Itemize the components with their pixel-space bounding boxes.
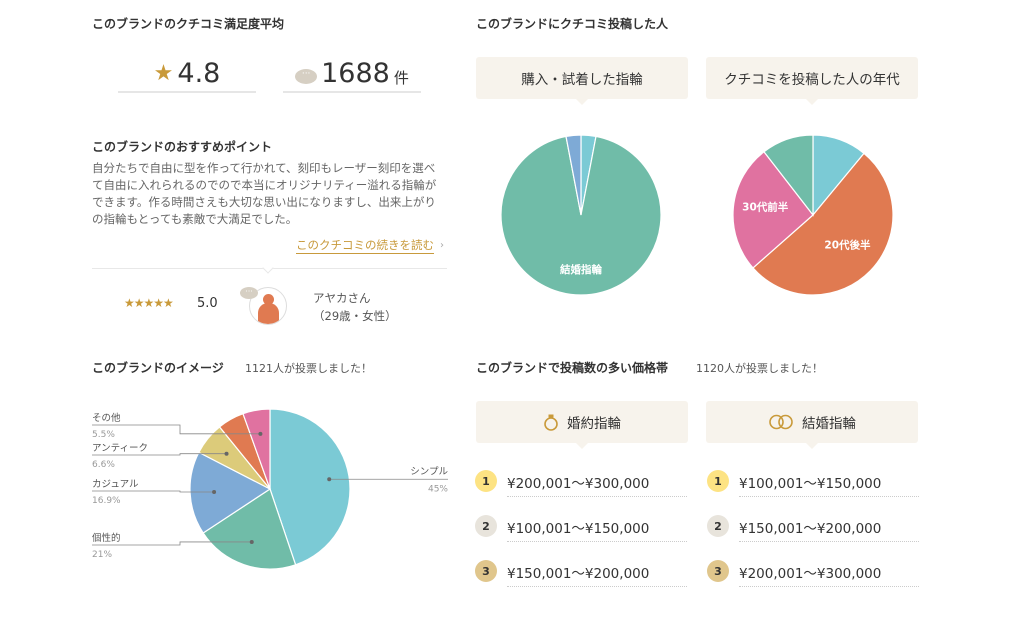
row-divider <box>739 541 919 542</box>
rank-badge: 1 <box>707 470 729 492</box>
leader-dot <box>258 431 263 436</box>
slice-percent: 16.9% <box>92 496 121 506</box>
leader-line <box>92 424 261 435</box>
row-divider <box>739 586 919 587</box>
slice-label: 結婚指輪 <box>560 263 602 276</box>
recommend-heading: このブランドのおすすめポイント <box>92 140 273 154</box>
read-more-label[interactable]: このクチコミの続きを読む <box>296 238 434 254</box>
leader-dot <box>327 477 332 482</box>
slice-percent: 5.5% <box>92 430 115 440</box>
price-range: ¥150,001〜¥200,000 <box>739 521 882 537</box>
review-unit: 件 <box>393 69 409 87</box>
image-votes: 1121人が投票しました！ <box>245 362 372 375</box>
pie-slice <box>500 135 662 296</box>
posters-heading: このブランドにクチコミ投稿した人 <box>476 17 669 31</box>
slice-percent: 21% <box>92 550 112 560</box>
slice-label: カジュアル <box>92 479 139 490</box>
read-more-link[interactable]: このクチコミの続きを読む › <box>296 237 444 254</box>
rank-badge: 3 <box>707 560 729 582</box>
review-excerpt: 自分たちで自由に型を作って行かれて、刻印もレーザー刻印を選べて自由に入れられるの… <box>92 161 437 226</box>
leader-line <box>92 541 252 546</box>
price-votes: 1120人が投票しました！ <box>696 362 823 375</box>
slice-label: シンプル <box>410 466 448 477</box>
tab-wedding-ring: 結婚指輪 <box>706 401 918 449</box>
satisfaction-heading: このブランドのクチコミ満足度平均 <box>92 17 285 31</box>
slice-percent: 45% <box>428 484 448 494</box>
row-divider <box>507 496 687 497</box>
pie-slice <box>565 134 582 216</box>
pie-slice <box>732 150 814 269</box>
reviewer-info: （29歳・女性） <box>313 309 397 323</box>
slice-label: アンティーク <box>92 443 148 454</box>
leader-dot <box>212 489 217 494</box>
rank-badge: 3 <box>475 560 497 582</box>
price-range: ¥100,001〜¥150,000 <box>507 521 650 537</box>
leader-line <box>92 490 215 493</box>
reviewer-name: アヤカさん <box>313 291 371 305</box>
star-icon: ★ <box>153 61 174 86</box>
leader-dot <box>249 539 254 544</box>
price-range: ¥150,001〜¥200,000 <box>507 566 650 582</box>
price-heading: このブランドで投稿数の多い価格帯 <box>476 361 669 375</box>
pie-slice <box>202 488 297 570</box>
review-count: ··· 1688 件 <box>283 56 421 93</box>
rank-badge: 2 <box>707 515 729 537</box>
tab-engagement-ring: 婚約指輪 <box>476 401 688 449</box>
leader-dot <box>224 451 229 456</box>
rank-badge: 1 <box>475 470 497 492</box>
tab-poster-age: クチコミを投稿した人の年代 <box>706 57 918 105</box>
pie-slice <box>752 152 894 296</box>
slice-label: その他 <box>92 412 121 424</box>
image-heading: このブランドのイメージ <box>92 361 224 375</box>
tab-purchased-ring: 購入・試着した指輪 <box>476 57 688 105</box>
pie-slice <box>242 408 271 490</box>
reviewer-stars: ★★★★★ <box>124 296 174 310</box>
row-divider <box>507 586 687 587</box>
slice-label: 30代前半 <box>742 200 789 213</box>
rating-value: 4.8 <box>177 58 221 89</box>
tab-label: 結婚指輪 <box>802 416 856 432</box>
price-range: ¥100,001〜¥150,000 <box>739 476 882 492</box>
comment-bubble-icon: ··· <box>240 287 258 299</box>
price-range: ¥200,001〜¥300,000 <box>739 566 882 582</box>
tab-label: クチコミを投稿した人の年代 <box>724 72 900 88</box>
average-rating: ★ 4.8 <box>118 56 256 93</box>
pie-slice <box>269 408 351 566</box>
pie-slice <box>189 451 272 534</box>
engagement-ring-icon <box>544 414 558 431</box>
comment-bubble-icon: ··· <box>295 69 318 84</box>
slice-label: 個性的 <box>92 532 121 544</box>
slice-label: 20代後半 <box>824 238 871 251</box>
reviewer-avatar <box>249 287 287 325</box>
price-range: ¥200,001〜¥300,000 <box>507 476 650 492</box>
leader-line <box>92 453 227 456</box>
tab-label: 婚約指輪 <box>567 416 621 432</box>
row-divider <box>507 541 687 542</box>
row-divider <box>739 496 919 497</box>
slice-percent: 6.6% <box>92 460 115 470</box>
pie-slice <box>763 134 814 217</box>
reviewer-score: 5.0 <box>197 296 218 311</box>
wedding-rings-icon <box>769 414 793 430</box>
chevron-right-icon: › <box>440 240 444 251</box>
tab-label: 購入・試着した指輪 <box>521 72 643 88</box>
review-count-value: 1688 <box>321 58 390 89</box>
rank-badge: 2 <box>475 515 497 537</box>
